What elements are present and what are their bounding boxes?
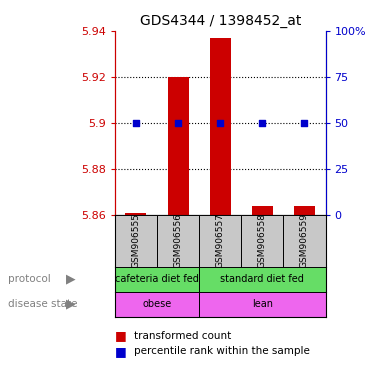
Bar [241,215,283,267]
Text: GSM906559: GSM906559 [300,214,309,268]
Text: GSM906558: GSM906558 [258,214,267,268]
Point [259,120,265,126]
Text: lean: lean [252,299,273,310]
Point [175,120,181,126]
Text: cafeteria diet fed: cafeteria diet fed [115,274,199,285]
Bar [199,215,241,267]
Point [301,120,308,126]
Bar [126,213,146,215]
Text: percentile rank within the sample: percentile rank within the sample [134,346,310,356]
Text: protocol: protocol [8,274,51,285]
Title: GDS4344 / 1398452_at: GDS4344 / 1398452_at [139,14,301,28]
Bar [199,267,326,292]
Text: obese: obese [142,299,172,310]
Text: GSM906555: GSM906555 [131,214,141,268]
Text: GSM906556: GSM906556 [173,214,183,268]
Text: disease state: disease state [8,299,77,310]
Bar [168,77,188,215]
Bar [115,267,199,292]
Bar [252,206,273,215]
Bar [157,215,199,267]
Bar [283,215,326,267]
Text: GSM906557: GSM906557 [216,214,225,268]
Text: standard diet fed: standard diet fed [221,274,304,285]
Bar [115,215,157,267]
Bar [115,292,199,317]
Text: ▶: ▶ [66,298,76,311]
Point [133,120,139,126]
Text: transformed count: transformed count [134,331,231,341]
Text: ■: ■ [115,345,127,358]
Text: ▶: ▶ [66,273,76,286]
Text: ■: ■ [115,329,127,343]
Bar [294,206,315,215]
Bar [199,292,326,317]
Bar [210,38,231,215]
Point [217,120,223,126]
